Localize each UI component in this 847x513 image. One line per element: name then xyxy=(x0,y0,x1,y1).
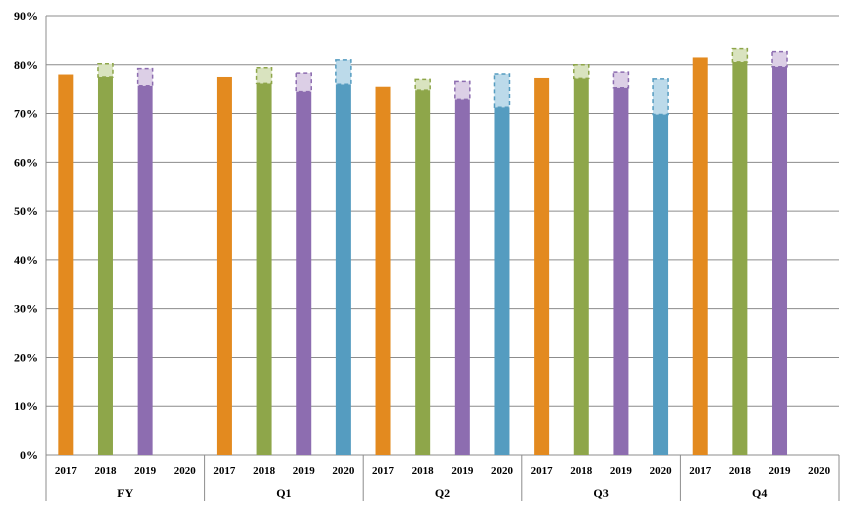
y-tick-label: 40% xyxy=(14,253,38,267)
bar-q2-2019 xyxy=(454,99,470,455)
range-box-q1-2019 xyxy=(295,72,312,93)
bar-q1-2020 xyxy=(335,84,351,456)
x-tick-label: 2018 xyxy=(729,465,752,477)
bar-q1-2019 xyxy=(296,91,312,455)
x-tick-label: 2020 xyxy=(650,465,673,477)
bar-q2-2018 xyxy=(415,90,431,456)
y-tick-label: 80% xyxy=(14,58,38,72)
range-box-fy-2019 xyxy=(136,67,154,87)
y-tick-label: 30% xyxy=(14,302,38,316)
x-tick-label: 2019 xyxy=(451,465,474,477)
y-tick-label: 90% xyxy=(14,9,38,23)
x-tick-label: 2019 xyxy=(610,465,633,477)
group-label: Q1 xyxy=(276,486,291,500)
bar-q2-2017 xyxy=(375,86,391,455)
x-tick-label: 2018 xyxy=(253,465,276,477)
x-tick-label: 2017 xyxy=(55,465,78,477)
x-tick-label: 2017 xyxy=(213,465,236,477)
range-box-q2-2019 xyxy=(454,80,471,101)
bar-q1-2017 xyxy=(216,76,232,455)
range-box-fy-2018 xyxy=(97,63,114,78)
bar-q3-2019 xyxy=(613,87,629,455)
bar-q4-2017 xyxy=(692,57,708,455)
x-tick-label: 2017 xyxy=(372,465,395,477)
range-box-q3-2020 xyxy=(652,78,669,116)
range-box-q3-2019 xyxy=(612,71,630,89)
y-tick-label: 0% xyxy=(20,448,38,462)
group-label: Q3 xyxy=(593,486,608,500)
x-tick-label: 2020 xyxy=(332,465,355,477)
bar-fy-2017 xyxy=(58,74,74,456)
x-tick-label: 2020 xyxy=(491,465,514,477)
range-box-q2-2020 xyxy=(493,73,511,108)
bar-q4-2018 xyxy=(732,61,748,456)
x-tick-label: 2019 xyxy=(293,465,316,477)
group-label: Q4 xyxy=(752,486,767,500)
group-label: Q2 xyxy=(435,486,450,500)
bar-q3-2018 xyxy=(573,78,589,456)
range-box-q2-2018 xyxy=(414,78,431,91)
bar-q1-2018 xyxy=(256,83,272,456)
y-tick-label: 20% xyxy=(14,350,38,364)
y-tick-label: 10% xyxy=(14,399,38,413)
y-tick-label: 50% xyxy=(14,204,38,218)
range-box-q4-2018 xyxy=(731,47,749,63)
x-tick-label: 2019 xyxy=(134,465,157,477)
x-tick-label: 2017 xyxy=(689,465,712,477)
y-tick-label: 60% xyxy=(14,155,38,169)
bar-q3-2020 xyxy=(653,114,669,455)
x-tick-label: 2017 xyxy=(531,465,554,477)
x-tick-label: 2018 xyxy=(412,465,435,477)
x-tick-label: 2020 xyxy=(808,465,831,477)
bar-q3-2017 xyxy=(534,77,550,455)
range-box-q1-2018 xyxy=(255,66,273,85)
x-tick-label: 2018 xyxy=(570,465,593,477)
x-tick-label: 2018 xyxy=(94,465,117,477)
bar-fy-2018 xyxy=(97,76,113,455)
range-box-q4-2019 xyxy=(771,50,788,68)
bar-q2-2020 xyxy=(494,107,510,455)
bar-q4-2019 xyxy=(772,66,788,456)
bar-fy-2019 xyxy=(137,85,153,455)
range-box-q3-2018 xyxy=(573,64,590,80)
range-box-q1-2020 xyxy=(335,59,352,86)
y-tick-label: 70% xyxy=(14,107,38,121)
x-tick-label: 2020 xyxy=(174,465,197,477)
x-tick-label: 2019 xyxy=(769,465,792,477)
group-label: FY xyxy=(117,486,133,500)
